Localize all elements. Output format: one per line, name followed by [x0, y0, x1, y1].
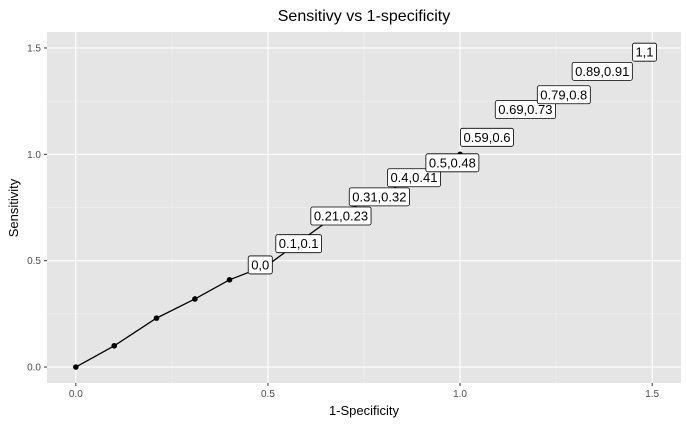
data-label: 0.1,0.1 [275, 234, 322, 254]
data-label-text: 0.31,0.32 [352, 189, 406, 204]
data-label: 0.69,0.73 [494, 100, 556, 120]
data-label-box [571, 61, 633, 81]
data-label-box [425, 153, 480, 173]
data-label-box [310, 206, 372, 226]
data-label-box [494, 100, 556, 120]
data-label-text: 0,0 [251, 257, 269, 272]
data-label-text: 0.89,0.91 [575, 64, 629, 79]
data-label-box [536, 85, 591, 105]
y-tick-label: 1.0 [27, 150, 41, 161]
x-tick-label: 1.5 [645, 389, 659, 400]
x-tick-label: 1.0 [453, 389, 467, 400]
y-tick-label: 0.5 [27, 256, 41, 267]
data-point [226, 277, 233, 283]
data-label-text: 1,1 [635, 45, 653, 60]
data-label: 0.4,0.41 [387, 168, 441, 188]
data-point [153, 315, 160, 321]
data-labels: 0,0 0.1,0.1 0.21,0.23 0.31,0.32 0.4,0.410.5,… [247, 42, 657, 275]
data-label-text: 0.1,0.1 [279, 236, 319, 251]
data-label-text: 0.4,0.41 [390, 170, 437, 185]
data-label-box [247, 255, 273, 275]
data-label: 0.21,0.23 [310, 206, 372, 226]
data-point [111, 342, 118, 349]
data-label-box [387, 168, 441, 188]
data-label-text: 0.79,0.8 [540, 87, 587, 102]
data-label: 0.5,0.48 [425, 153, 480, 173]
data-label-text: 0.69,0.73 [498, 102, 552, 117]
data-label: 0.31,0.32 [348, 187, 410, 207]
data-label-box [275, 234, 322, 254]
axis-ticks: 0.0 0.5 1.0 1.5 0.0 0.5 1.0 1.5 [27, 43, 659, 400]
y-tick-label: 1.5 [27, 43, 41, 54]
x-tick-label: 0.5 [261, 389, 275, 400]
data-point [192, 296, 198, 302]
chart-title: Sensitivy vs 1-specificity [278, 8, 451, 25]
y-tick-label: 0.0 [27, 363, 41, 374]
data-label-text: 0.5,0.48 [429, 155, 476, 170]
data-label: 0.59,0.6 [460, 127, 514, 147]
x-tick-label: 0.0 [69, 389, 83, 400]
data-label: 0,0 [247, 255, 273, 275]
data-label: 0.89,0.91 [571, 61, 633, 81]
data-label: 1,1 [632, 42, 657, 62]
data-label-text: 0.21,0.23 [314, 209, 368, 224]
data-label: 0.79,0.8 [536, 85, 591, 105]
data-label-box [460, 127, 514, 147]
data-point [73, 364, 79, 370]
data-label-box [632, 42, 657, 62]
data-label-box [348, 187, 410, 207]
y-axis-title: Sensitivity [6, 178, 21, 237]
data-label-text: 0.59,0.6 [463, 130, 510, 145]
x-axis-title: 1-Specificity [329, 403, 400, 418]
